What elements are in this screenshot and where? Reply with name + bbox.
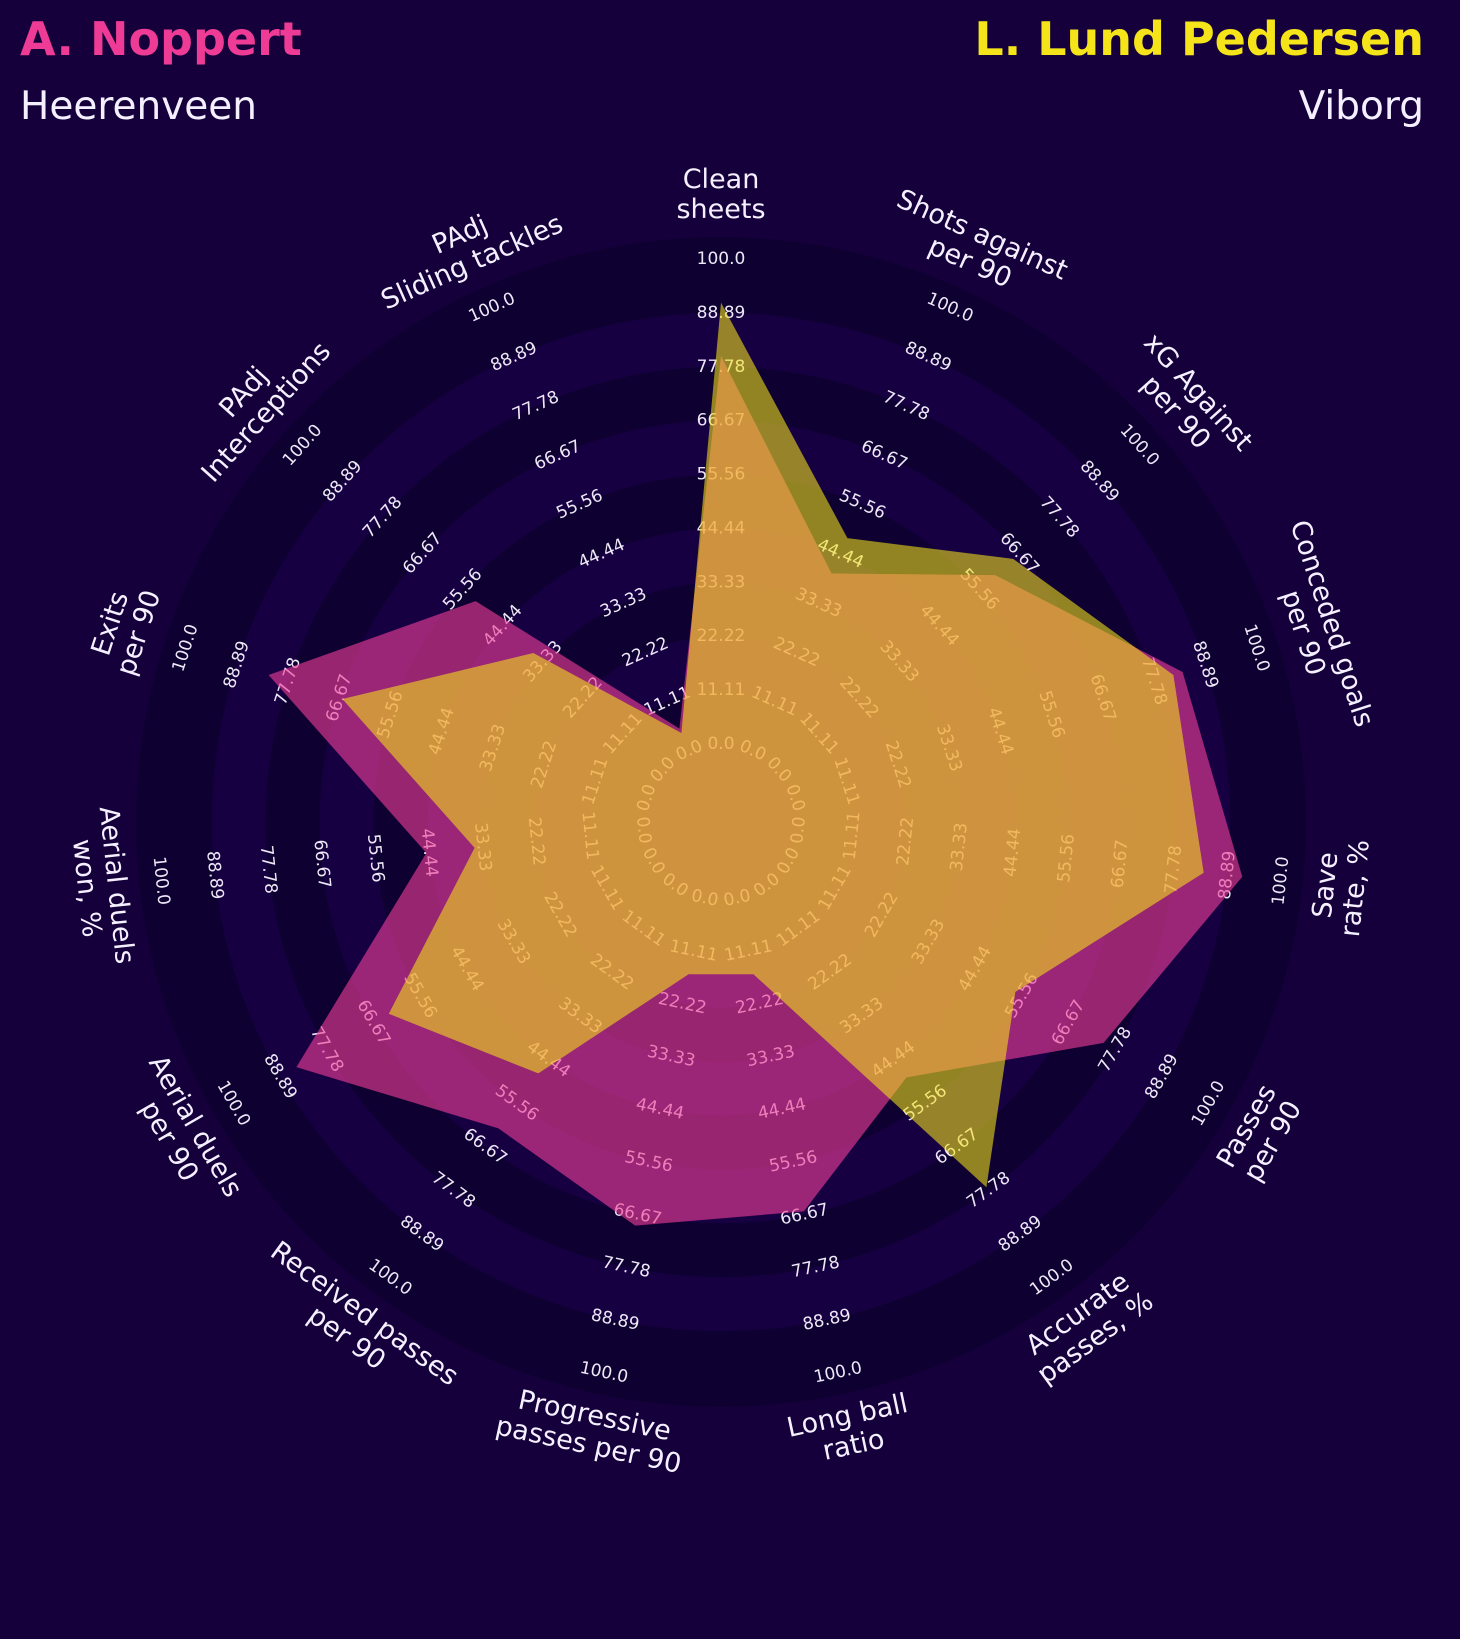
team-right: Viborg bbox=[1298, 84, 1424, 129]
player-name-left: A. Noppert bbox=[20, 12, 302, 66]
team-left: Heerenveen bbox=[20, 84, 257, 129]
series-area bbox=[342, 302, 1204, 1188]
r-tick-label: 100.0 bbox=[697, 249, 746, 269]
category-label: Clean sheets bbox=[676, 164, 766, 226]
player-name-right: L. Lund Pedersen bbox=[974, 12, 1424, 66]
